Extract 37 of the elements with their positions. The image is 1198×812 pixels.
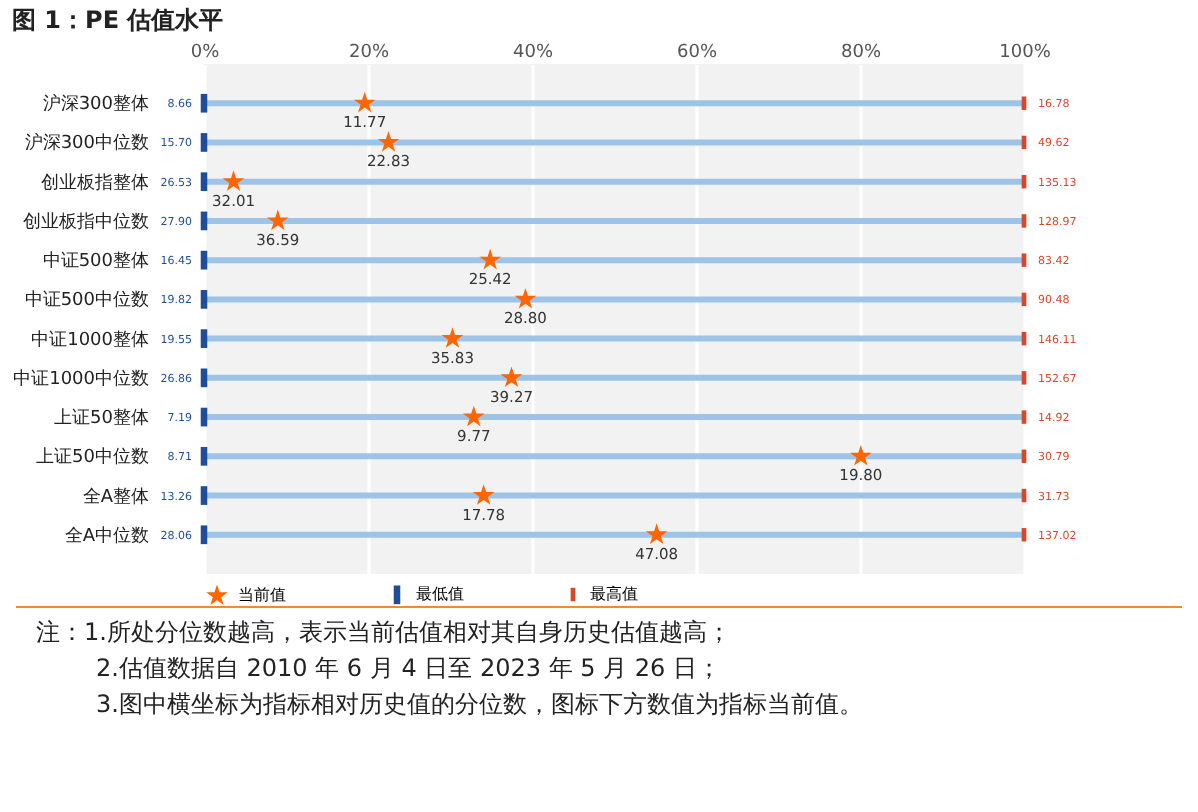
chart-title: 图 1：PE 估值水平	[10, 4, 226, 38]
legend-label: 最高值	[590, 584, 638, 603]
point	[849, 444, 872, 466]
x-tick-label: 80%	[840, 43, 882, 63]
y-tick-label: 中证1000整体	[31, 328, 149, 351]
point	[472, 484, 495, 505]
point	[377, 131, 400, 152]
y-tick-label: 全A中位数	[64, 524, 149, 547]
y-tick-label: 沪深300整体	[42, 93, 149, 116]
point	[479, 248, 502, 270]
text: 2.估值数据自 2010 年 6 月 4 日至 2023 年 5 月 26 日；	[94, 652, 723, 686]
y-tick-label: 创业板指整体	[41, 171, 149, 194]
y-tick-label: 中证1000中位数	[13, 367, 149, 390]
x-tick-label: 40%	[512, 43, 554, 63]
legend-label: 当前值	[238, 585, 286, 604]
y-tick-label: 创业板指中位数	[23, 210, 149, 233]
y-tick-label: 上证50中位数	[36, 446, 149, 469]
point	[353, 91, 376, 113]
text: 3.图中横坐标为指标相对历史值的分位数，图标下方数值为指标当前值。	[94, 688, 865, 722]
x-tick-label: 60%	[676, 43, 718, 63]
point	[500, 366, 523, 388]
y-tick-label: 中证500中位数	[24, 289, 149, 312]
y-tick-label: 上证50整体	[54, 407, 149, 430]
x-tick-label: 0%	[190, 43, 221, 63]
point	[441, 327, 464, 348]
text: 注：1.所处分位数越高，表示当前估值相对其自身历史估值越高；	[34, 616, 733, 650]
point	[462, 405, 485, 427]
point	[645, 523, 668, 544]
x-tick-label: 20%	[348, 43, 390, 63]
y-tick-label: 中证500整体	[42, 250, 149, 273]
point	[266, 209, 289, 231]
x-tick-label: 100%	[999, 43, 1052, 63]
y-tick-label: 沪深300中位数	[24, 132, 149, 155]
point	[514, 287, 537, 309]
legend-label: 最低值	[416, 584, 464, 603]
y-tick-label: 全A整体	[82, 485, 149, 508]
point	[222, 170, 245, 191]
